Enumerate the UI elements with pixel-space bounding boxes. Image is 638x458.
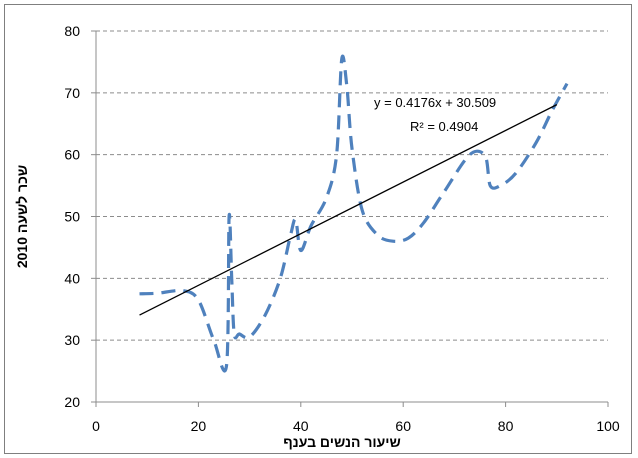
x-tick-label: 0 <box>92 418 100 434</box>
x-tick-label: 20 <box>191 418 207 434</box>
data-series <box>139 54 569 373</box>
trendline <box>139 104 558 316</box>
chart-frame <box>4 4 632 454</box>
grid-lines <box>96 30 608 341</box>
y-axis-title: שכר לשעה 2010 <box>14 165 30 268</box>
series-line-0 <box>139 54 569 373</box>
y-tick-label: 50 <box>64 209 80 225</box>
trendline-equation: y = 0.4176x + 30.509 <box>374 95 496 110</box>
tick-labels: 20 30 40 50 60 70 80 0 20 40 60 80 100 <box>64 23 619 434</box>
axes <box>91 30 609 407</box>
x-tick-label: 80 <box>498 418 514 434</box>
x-tick-label: 60 <box>395 418 411 434</box>
x-tick-label: 100 <box>596 418 620 434</box>
x-axis-title: שיעור הנשים בענף <box>283 434 401 450</box>
y-tick-label: 30 <box>64 332 80 348</box>
trendline-group <box>139 104 558 316</box>
y-tick-label: 70 <box>64 85 80 101</box>
y-tick-label: 80 <box>64 23 80 39</box>
y-tick-label: 20 <box>64 394 80 410</box>
y-tick-label: 60 <box>64 147 80 163</box>
trendline-r2: R² = 0.4904 <box>410 119 478 134</box>
x-tick-label: 40 <box>293 418 309 434</box>
y-tick-label: 40 <box>64 270 80 286</box>
